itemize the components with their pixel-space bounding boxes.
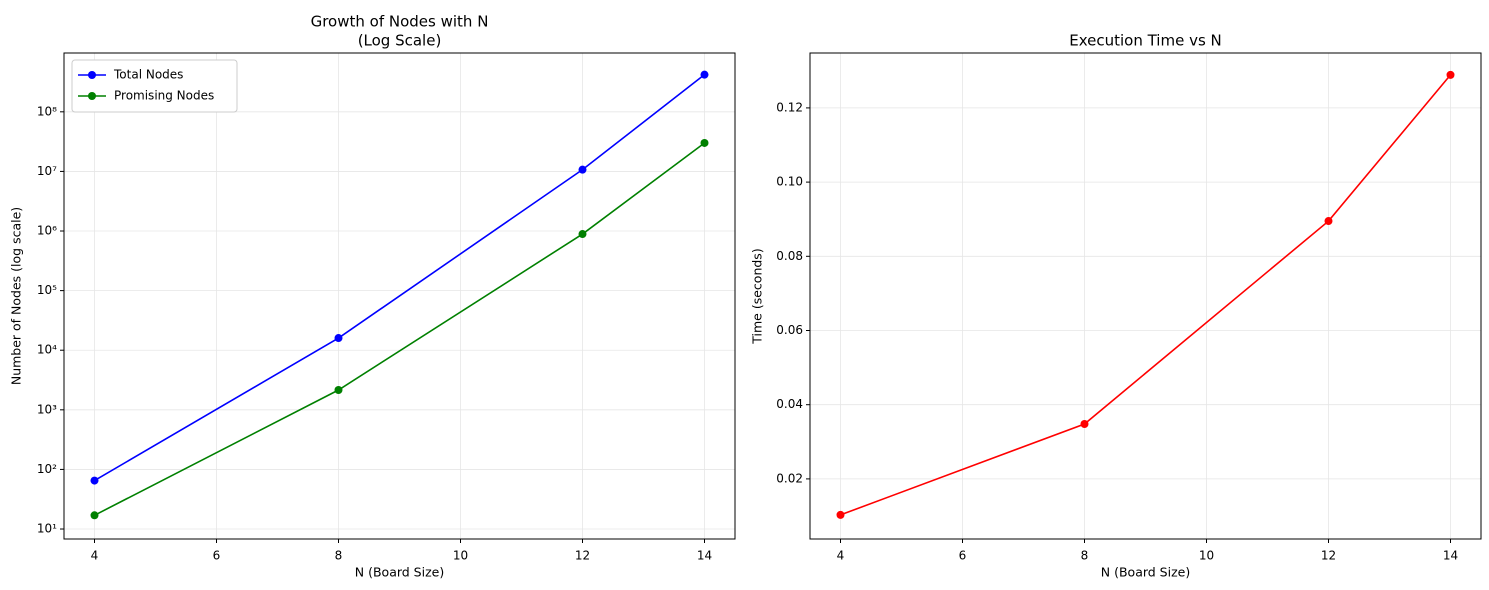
marker: [578, 165, 587, 174]
x-axis-label: N (Board Size): [1101, 565, 1190, 580]
x-tick-label: 6: [213, 549, 221, 563]
marker: [90, 476, 99, 485]
y-tick-label: 10⁵: [37, 283, 57, 297]
x-tick-label: 14: [1443, 549, 1458, 563]
y-tick-label: 10³: [37, 402, 57, 416]
chart-title: (Log Scale): [358, 32, 442, 50]
x-tick-label: 4: [91, 549, 99, 563]
y-tick-label: 0.08: [776, 249, 803, 263]
x-tick-label: 4: [837, 549, 845, 563]
y-tick-label: 0.06: [776, 323, 803, 337]
marker: [1324, 217, 1333, 226]
marker: [90, 511, 99, 520]
y-tick-label: 0.04: [776, 397, 803, 411]
marker: [1080, 419, 1089, 428]
y-tick-label: 0.10: [776, 175, 803, 189]
x-tick-label: 6: [959, 549, 967, 563]
chart-title: Execution Time vs N: [1069, 32, 1222, 50]
y-tick-label: 10⁸: [37, 104, 57, 118]
x-tick-label: 10: [453, 549, 468, 563]
x-axis-label: N (Board Size): [355, 565, 444, 580]
marker: [578, 230, 587, 239]
legend-label: Total Nodes: [113, 68, 183, 82]
legend-marker: [88, 92, 96, 100]
y-axis-label: Time (seconds): [750, 248, 765, 344]
y-tick-label: 10⁴: [37, 343, 57, 357]
axes-frame: [63, 52, 736, 540]
legend-marker: [88, 71, 96, 79]
x-tick-label: 14: [697, 549, 712, 563]
x-tick-label: 8: [1081, 549, 1089, 563]
marker: [700, 70, 709, 79]
y-tick-label: 10⁷: [37, 164, 57, 178]
series-line: [94, 74, 705, 482]
x-tick-label: 8: [335, 549, 343, 563]
y-tick-label: 0.12: [776, 100, 803, 114]
legend-label: Promising Nodes: [114, 89, 214, 103]
marker: [334, 386, 343, 395]
marker: [334, 334, 343, 343]
legend-box: [71, 59, 238, 113]
y-axis-label: Number of Nodes (log scale): [9, 207, 24, 385]
series-line: [840, 74, 1452, 516]
x-tick-label: 10: [1199, 549, 1214, 563]
marker: [836, 510, 845, 519]
marker: [1446, 70, 1455, 79]
y-tick-label: 10¹: [37, 522, 57, 536]
x-tick-label: 12: [1321, 549, 1336, 563]
y-tick-label: 10²: [37, 462, 57, 476]
y-tick-label: 10⁶: [37, 224, 57, 238]
x-tick-label: 12: [575, 549, 590, 563]
y-tick-label: 0.02: [776, 471, 803, 485]
series-line: [94, 142, 705, 516]
axes-frame: [809, 52, 1482, 540]
marker: [700, 138, 709, 147]
chart-title: Growth of Nodes with N: [311, 13, 489, 31]
